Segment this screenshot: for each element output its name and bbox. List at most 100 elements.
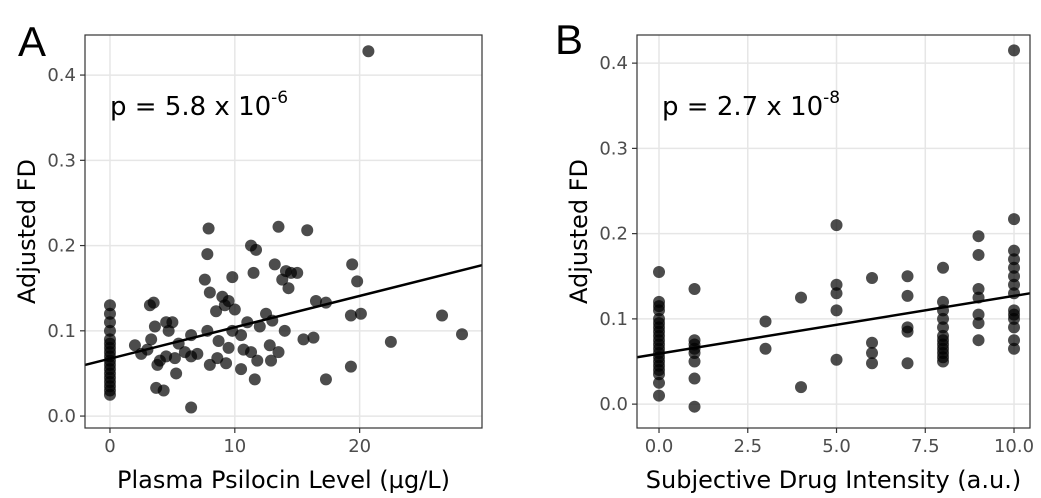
trend-line (636, 292, 1031, 359)
y-tick-label: 0.1 (599, 309, 628, 330)
point (128, 339, 141, 352)
x-tick-label: 5.0 (822, 436, 851, 457)
point (228, 303, 241, 316)
point (830, 278, 843, 291)
point (901, 289, 914, 302)
point (688, 355, 701, 368)
x-axis-title: Subjective Drug Intensity (a.u.) (646, 466, 1021, 494)
point (866, 346, 879, 359)
annotation-superscript: -6 (271, 88, 288, 108)
point (937, 295, 950, 308)
point (235, 329, 248, 342)
point (250, 243, 263, 256)
point (972, 317, 985, 330)
panel-label: A (18, 18, 46, 65)
point (1008, 342, 1021, 355)
point (198, 273, 211, 286)
point (1008, 312, 1021, 325)
point (937, 312, 950, 325)
point (297, 333, 310, 346)
point (436, 309, 449, 322)
point (456, 328, 469, 341)
y-tick-label: 0.1 (47, 321, 76, 342)
x-tick-label: 0 (104, 436, 115, 457)
point (937, 261, 950, 274)
x-tick-label: 7.5 (911, 436, 940, 457)
point (653, 368, 666, 381)
point (203, 286, 216, 299)
point (795, 291, 808, 304)
point (103, 388, 116, 401)
point (972, 308, 985, 321)
point (222, 341, 235, 354)
point (251, 354, 264, 367)
point (103, 299, 116, 312)
y-axis-title: Adjusted FD (13, 159, 41, 304)
point (253, 320, 266, 333)
panel-border (84, 34, 483, 429)
point (1008, 270, 1021, 283)
point (301, 224, 314, 237)
point (972, 283, 985, 296)
point (103, 324, 116, 337)
point (185, 401, 198, 414)
annotation-text: p = 2.7 x 10 (662, 92, 823, 122)
point (103, 307, 116, 320)
point (346, 258, 359, 271)
y-tick-label: 0.3 (47, 150, 76, 171)
point (901, 357, 914, 370)
panel-label: B (555, 16, 583, 63)
trend-line (84, 263, 483, 367)
point (185, 350, 198, 363)
annotation-text: p = 5.8 x 10 (110, 92, 271, 122)
point (830, 304, 843, 317)
point (272, 220, 285, 233)
point (653, 265, 666, 278)
x-tick-label: 10.0 (994, 436, 1034, 457)
point (282, 282, 295, 295)
point (210, 305, 223, 318)
point (143, 299, 156, 312)
point (830, 219, 843, 232)
plot-background (85, 35, 482, 428)
point (263, 339, 276, 352)
y-tick-label: 0.4 (47, 65, 76, 86)
point (103, 316, 116, 329)
point (265, 354, 278, 367)
point (248, 373, 261, 386)
point (276, 273, 289, 286)
point (162, 324, 175, 337)
point (148, 320, 161, 333)
point (1008, 244, 1021, 257)
point (1008, 321, 1021, 334)
point (220, 357, 233, 370)
y-axis-title: Adjusted FD (565, 159, 593, 304)
point (278, 324, 291, 337)
y-tick-label: 0.2 (47, 236, 76, 257)
point (226, 271, 239, 284)
point (354, 307, 367, 320)
point (830, 287, 843, 300)
point (247, 266, 260, 279)
point (157, 384, 170, 397)
y-tick-label: 0.0 (47, 406, 76, 427)
point (170, 367, 183, 380)
point (344, 309, 357, 322)
point (212, 335, 225, 348)
x-tick-label: 20 (348, 436, 371, 457)
point (937, 321, 950, 334)
point (795, 381, 808, 394)
point (830, 353, 843, 366)
y-tick-label: 0.0 (599, 394, 628, 415)
point (202, 222, 215, 235)
point (653, 304, 666, 317)
point (145, 333, 158, 346)
annotation: p = 5.8 x 10-6 (110, 88, 288, 122)
annotation: p = 2.7 x 10-8 (662, 88, 840, 122)
point (272, 346, 285, 359)
point (653, 376, 666, 389)
point (218, 299, 231, 312)
point (1008, 278, 1021, 291)
point (309, 294, 322, 307)
point (688, 400, 701, 413)
